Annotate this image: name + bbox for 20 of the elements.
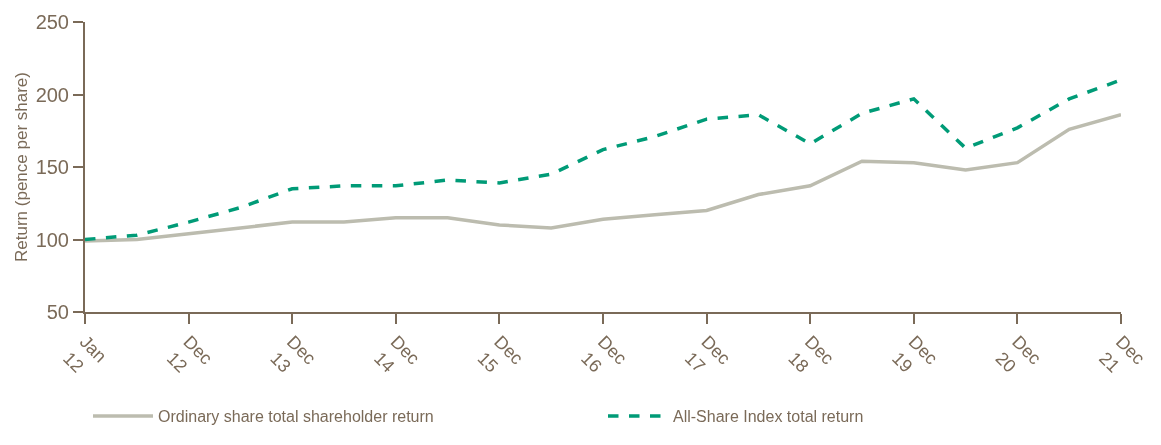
y-axis-title: Return (pence per share)	[11, 72, 31, 262]
x-tick-label: Dec 21	[1095, 331, 1149, 377]
legend-label: Ordinary share total shareholder return	[158, 408, 434, 426]
y-tick-label: 50	[46, 301, 69, 323]
y-tick-label: 150	[35, 156, 69, 178]
x-tick-label: Dec 15	[473, 331, 527, 377]
x-tick-label: Dec 12	[162, 331, 217, 377]
y-tick-label: 250	[35, 11, 69, 33]
x-tick-label: Dec 17	[680, 331, 735, 377]
x-tick-label: Dec 20	[991, 331, 1045, 377]
legend-label: All-Share Index total return	[673, 408, 864, 426]
x-tick-label: Dec 18	[784, 331, 838, 377]
x-tick-label: Jan 12	[59, 331, 111, 377]
y-tick-label: 200	[35, 83, 69, 106]
x-tick-label: Dec 16	[577, 331, 631, 377]
x-tick-label: Dec 14	[370, 331, 424, 377]
x-tick-label: Dec 19	[888, 331, 942, 377]
x-tick-label: Dec 13	[266, 331, 320, 377]
line-series	[85, 113, 1121, 243]
y-tick-label: 100	[35, 228, 69, 251]
